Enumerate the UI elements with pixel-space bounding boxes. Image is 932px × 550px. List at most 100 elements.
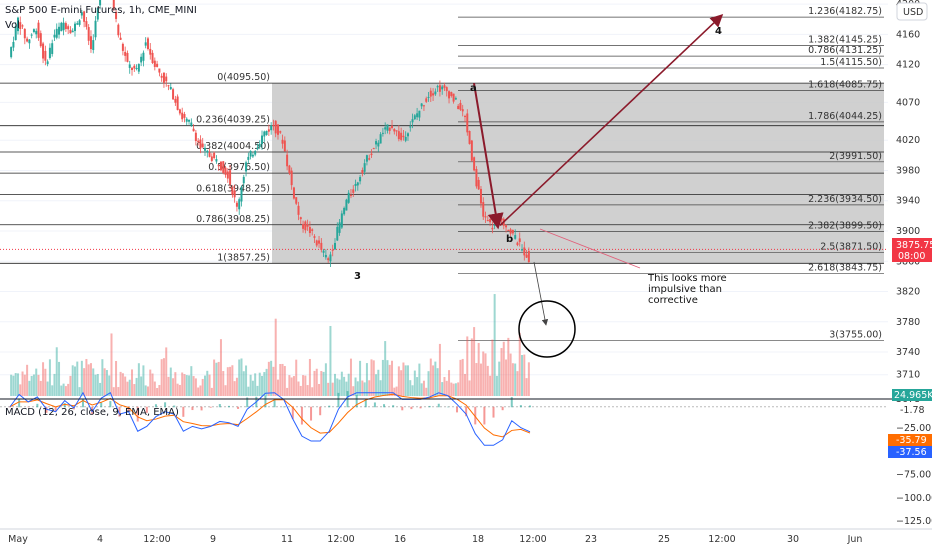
fib-extension-label: 1.382(4145.25) [808,35,882,46]
candle-body [518,238,521,242]
candle-body [249,150,252,157]
price-axis-label: 3940 [896,196,920,207]
volume-bar [438,343,441,396]
candle-body [420,103,423,107]
volume-bar [484,353,487,396]
macd-histogram-bar [109,401,112,408]
volume-bar [74,366,76,396]
candle-body [464,116,466,118]
candle-body [272,124,275,127]
volume-bar [345,381,348,396]
volume-bar [215,362,218,396]
volume-bar [505,359,508,396]
volume-bar [235,377,238,396]
candle-body [174,98,177,103]
candle-body [10,47,13,58]
macd-histogram-bar [510,397,513,408]
candle-body [247,156,250,160]
candle-body [434,91,437,95]
candle-body [219,161,222,171]
time-axis-label: Jun [847,534,863,545]
candle-body [386,124,389,131]
time-axis-label: 16 [394,534,406,545]
candle-body [288,165,291,174]
candle-body [427,96,430,98]
volume-bar [377,369,380,396]
volume-bar [276,379,279,396]
candle-body [30,34,33,36]
volume-bar [272,366,275,396]
candle-body [137,64,140,72]
candle-body [42,43,45,59]
candle-body [131,67,134,71]
macd-histogram-bar [227,405,230,408]
macd-histogram-bar [492,406,495,418]
macd-histogram-bar [501,406,504,411]
candle-body [411,119,414,123]
volume-bar [94,374,97,396]
currency-button[interactable]: USD [896,2,928,21]
candle-body [85,21,88,27]
candle-body [242,176,245,184]
candle-body [96,7,99,20]
macd-histogram-bar [364,399,367,408]
time-axis-label: 18 [472,534,484,545]
candle-body [329,254,332,262]
candle-body [270,125,273,131]
volume-bar [416,377,419,396]
wave-label-4: 4 [715,26,722,37]
macd-histogram-bar [54,406,57,413]
candle-body [525,254,528,258]
candle-body [459,102,462,110]
candle-body [261,135,264,145]
candle-body [400,132,403,140]
volume-bar [194,378,197,396]
candle-body [190,122,193,126]
volume-bar [495,375,498,396]
volume-bar [434,361,437,396]
candle-body [331,249,334,251]
macd-histogram-bar [428,405,431,408]
candle-body [320,242,323,250]
macd-histogram-bar [282,406,285,408]
candle-body [381,132,384,134]
candle-body [55,28,58,38]
volume-bar [78,387,81,396]
candle-body [352,189,355,193]
candle-body [468,131,471,144]
drawings [473,14,724,358]
candle-body [263,131,266,137]
candle-body [384,127,387,130]
volume-bar [126,381,129,396]
volume-bar [30,375,33,396]
volume-bar [502,341,505,396]
volume-bar [511,363,514,396]
volume-bar [432,365,435,396]
volume-bar [224,385,227,396]
macd-label: MACD (12, 26, close, 9, EMA, EMA) [5,407,179,418]
volume-bar [297,381,300,396]
candle-body [229,170,232,185]
volume-bar [242,371,245,396]
volume-bar [37,374,40,396]
candle-body [466,113,469,133]
candle-body [507,229,510,231]
volume-bar [85,358,88,396]
candle-body [432,93,435,96]
volume-bar [67,383,70,396]
candle-body [92,40,95,51]
volume-bar [16,373,19,396]
candle-body [377,142,380,147]
candle-body [438,85,441,92]
macd-axis-label: −125.00 [896,516,932,527]
candle-body [429,90,432,97]
candle-body [505,225,508,228]
macd-axis-label: −100.00 [896,493,932,504]
fib-extension-label: 2.382(3899.50) [808,220,882,231]
price-axis-label: 3780 [896,317,920,328]
candle-body [292,187,295,199]
wave-arrow-a-b [473,82,504,230]
price-axis-label: 4120 [896,60,920,71]
